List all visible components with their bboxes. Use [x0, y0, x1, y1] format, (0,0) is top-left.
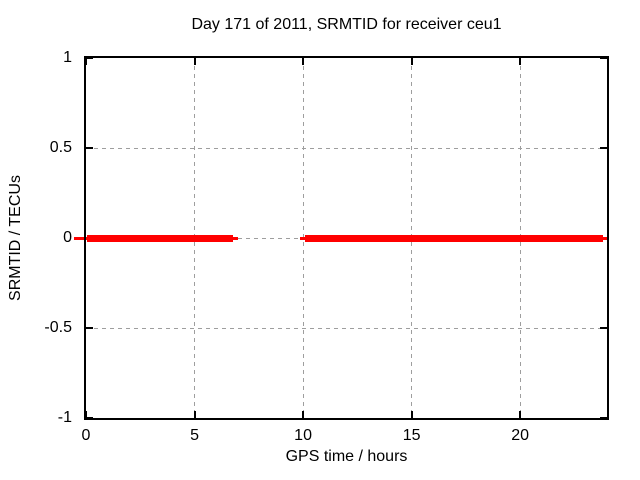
x-tick-top: [519, 58, 522, 65]
x-tick-bottom: [85, 411, 87, 418]
data-series-segment: [602, 236, 610, 240]
y-tick-label: -1: [57, 409, 72, 426]
y-tick-label: -0.5: [44, 319, 72, 336]
x-tick-bottom: [519, 411, 522, 418]
y-tick-label: 0: [63, 229, 72, 246]
x-tick-bottom: [302, 411, 305, 418]
data-series-segment: [305, 234, 603, 242]
x-tick-bottom: [410, 411, 413, 418]
x-tick-top: [410, 58, 413, 65]
x-tick-label: 0: [81, 427, 91, 444]
data-series-segment: [299, 236, 306, 240]
y-tick-left: [86, 417, 93, 419]
x-tick-label: 10: [294, 427, 312, 444]
x-tick-label: 15: [402, 427, 421, 444]
y-tick-label: 0.5: [49, 139, 72, 156]
y-tick-left: [86, 147, 93, 149]
data-series-segment: [87, 234, 233, 242]
y-tick-right: [600, 57, 607, 59]
x-tick-bottom: [193, 411, 196, 418]
x-tick-top: [193, 58, 196, 65]
y-tick-left: [86, 327, 93, 329]
gridline-horizontal--0.5: [86, 327, 607, 329]
x-tick-top: [85, 58, 87, 65]
y-tick-right: [600, 417, 607, 419]
data-series-segment: [74, 236, 88, 240]
data-series-segment: [232, 236, 238, 240]
x-tick-top: [302, 58, 305, 65]
gridline-horizontal-0.5: [86, 147, 607, 149]
x-tick-label: 5: [190, 427, 199, 444]
plot-area: 0 5 10 15 20 1 0.5 0 -0.5 -1: [44, 49, 610, 444]
x-tick-label: 20: [511, 427, 530, 444]
y-tick-right: [600, 147, 607, 149]
chart-title: Day 171 of 2011, SRMTID for receiver ceu…: [191, 16, 502, 33]
y-tick-left: [86, 57, 93, 59]
y-tick-right: [600, 327, 607, 329]
x-axis-label: GPS time / hours: [285, 448, 408, 465]
y-tick-label: 1: [63, 49, 72, 66]
